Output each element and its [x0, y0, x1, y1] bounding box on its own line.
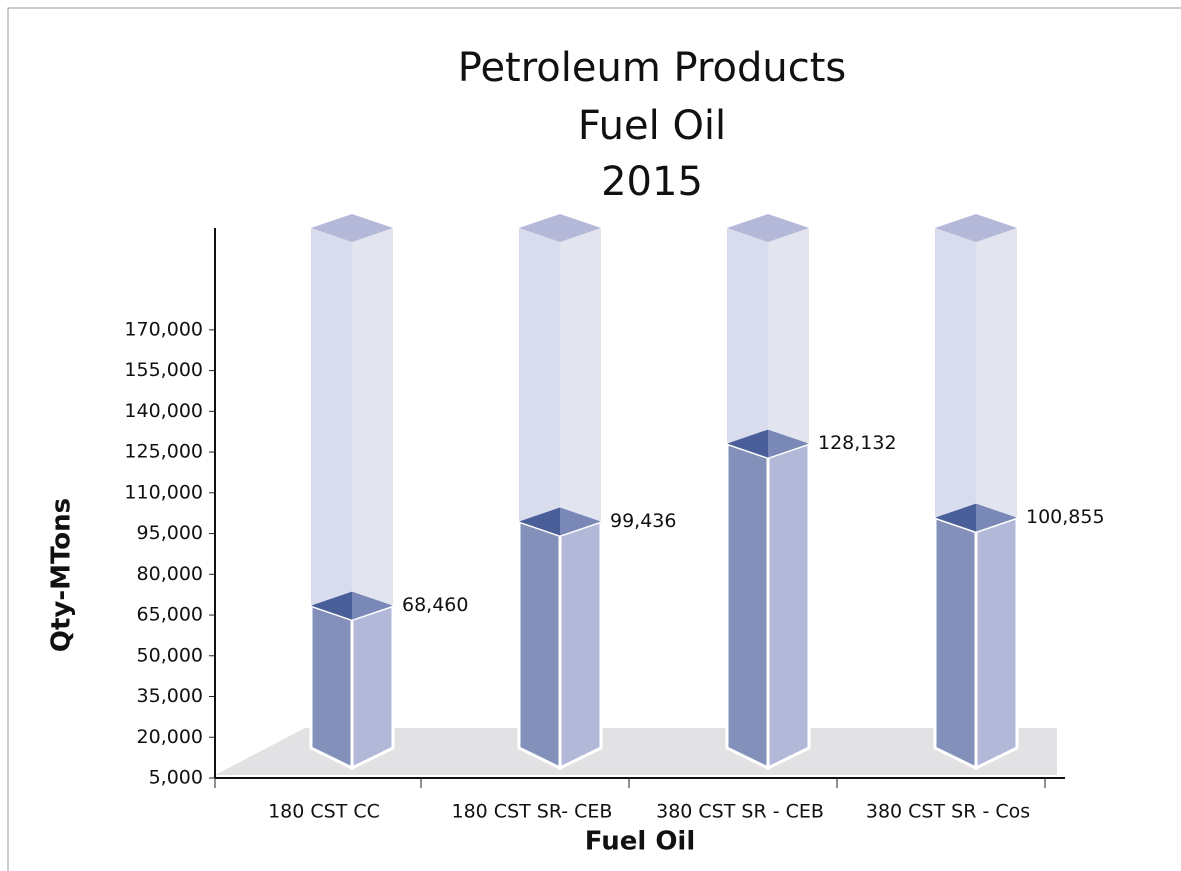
bar-top-right — [352, 591, 393, 620]
y-tick-label: 5,000 — [149, 767, 203, 789]
y-tick-label: 20,000 — [137, 726, 203, 748]
x-tick-label: 380 CST SR - Cos — [866, 801, 1030, 823]
bar-left — [309, 603, 354, 771]
column-bg-top — [311, 214, 393, 242]
bar-right — [350, 603, 395, 771]
bar-top-left — [519, 507, 560, 536]
x-tick-label: 380 CST SR - CEB — [656, 801, 824, 823]
data-label: 99,436 — [610, 510, 676, 532]
y-tick-label: 140,000 — [124, 400, 203, 422]
y-tick-label: 170,000 — [124, 318, 203, 340]
bar-left — [725, 441, 770, 771]
data-label: 100,855 — [1026, 506, 1105, 528]
bar-top-right — [560, 507, 601, 536]
chart-title: 2015 — [601, 159, 703, 205]
frame — [7, 7, 1181, 871]
bar-top-right — [976, 503, 1017, 532]
y-tick-label: 35,000 — [137, 685, 203, 707]
bar-top-left — [311, 591, 352, 620]
column-bg-top — [519, 214, 601, 242]
y-tick-label: 95,000 — [137, 522, 203, 544]
bar-right — [558, 519, 603, 771]
y-tick-label: 110,000 — [124, 481, 203, 503]
bar-top-right — [768, 429, 809, 458]
data-label: 68,460 — [402, 594, 468, 616]
y-tick-label: 65,000 — [137, 604, 203, 626]
y-tick-label: 155,000 — [124, 359, 203, 381]
x-tick-label: 180 CST CC — [268, 801, 380, 823]
bar-right — [766, 441, 811, 771]
bar-left — [933, 515, 978, 771]
y-tick-label: 50,000 — [137, 644, 203, 666]
floor — [215, 728, 1057, 775]
x-axis-label: Fuel Oil — [585, 827, 696, 857]
bar-top-left — [727, 429, 768, 458]
y-tick-label: 125,000 — [124, 441, 203, 463]
bar-top-left — [935, 503, 976, 532]
chart-title: Fuel Oil — [578, 103, 726, 149]
column-bg-top — [935, 214, 1017, 242]
chart-title: Petroleum Products — [458, 45, 847, 91]
data-label: 128,132 — [818, 432, 897, 454]
bar-left — [517, 519, 562, 771]
x-tick-label: 180 CST SR- CEB — [452, 801, 613, 823]
y-axis-label: Qty-MTons — [47, 498, 77, 652]
y-tick-label: 80,000 — [137, 563, 203, 585]
column-bg-top — [727, 214, 809, 242]
bar-right — [974, 515, 1019, 771]
